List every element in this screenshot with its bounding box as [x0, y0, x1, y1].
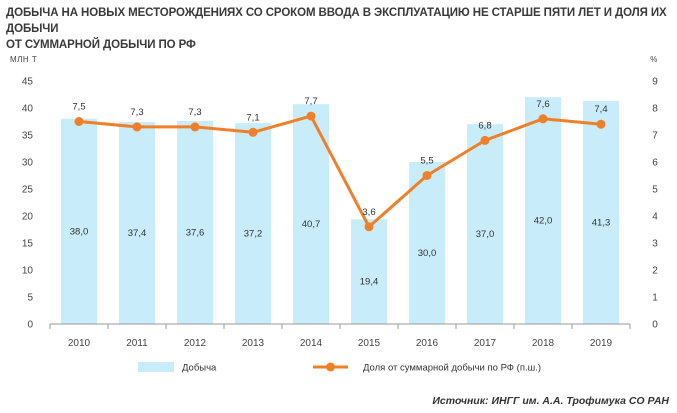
- right-axis-tick-label: 7: [652, 131, 658, 142]
- x-axis-tick-label: 2015: [358, 338, 381, 349]
- chart-title-line-1: ДОБЫЧА НА НОВЫХ МЕСТОРОЖДЕНИЯХ СО СРОКОМ…: [6, 7, 667, 35]
- bar-value-label: 37,6: [186, 227, 205, 238]
- x-axis-tick-label: 2016: [416, 338, 439, 349]
- share-point-2017: [480, 135, 490, 145]
- legend-line-marker: [326, 362, 335, 372]
- bar-value-label: 40,7: [302, 219, 321, 230]
- bar-value-label: 37,2: [244, 229, 263, 240]
- bar-2012: [177, 120, 213, 325]
- share-point-2015: [364, 222, 374, 232]
- x-axis-tick-label: 2018: [532, 338, 555, 349]
- share-value-label: 7,7: [304, 96, 317, 107]
- bar-value-label: 38,0: [70, 226, 89, 237]
- left-axis-tick-label: 15: [22, 239, 34, 250]
- bar-value-label: 41,3: [592, 217, 611, 228]
- bar-2013: [235, 123, 271, 325]
- share-value-label: 7,1: [246, 112, 259, 123]
- left-axis-tick-label: 0: [27, 320, 33, 331]
- left-axis-tick-label: 40: [22, 104, 34, 115]
- share-value-label: 7,6: [536, 99, 549, 110]
- bar-value-label: 37,4: [128, 228, 147, 239]
- left-axis-tick-label: 30: [22, 158, 34, 169]
- bar-2017: [467, 124, 503, 324]
- right-axis-tick-label: 4: [652, 212, 658, 223]
- right-axis-tick-label: 8: [652, 104, 658, 115]
- chart-title-line-2: ОТ СУММАРНОЙ ДОБЫЧИ ПО РФ: [6, 39, 196, 51]
- share-value-label: 6,8: [478, 120, 491, 131]
- bar-value-label: 19,4: [360, 277, 379, 288]
- legend-bar-swatch: [138, 362, 174, 372]
- share-point-2012: [190, 122, 200, 132]
- share-line: [78, 114, 602, 229]
- right-axis-tick-label: 9: [652, 77, 658, 88]
- legend-bar-label: Добыча: [182, 363, 217, 374]
- share-value-label: 7,3: [188, 107, 201, 118]
- chart-title: ДОБЫЧА НА НОВЫХ МЕСТОРОЖДЕНИЯХ СО СРОКОМ…: [6, 5, 677, 53]
- right-axis-tick-label: 0: [652, 320, 658, 331]
- bar-value-label: 42,0: [534, 216, 553, 227]
- x-axis-tick-label: 2014: [300, 338, 323, 349]
- bar-value-label: 37,0: [476, 229, 495, 240]
- right-axis-unit: %: [650, 55, 658, 64]
- share-value-label: 5,5: [420, 156, 433, 167]
- share-point-2016: [422, 171, 432, 180]
- bar-2018: [525, 97, 561, 324]
- share-point-2010: [74, 117, 84, 126]
- x-axis-tick-label: 2013: [242, 338, 265, 349]
- source-note: Источник: ИНГГ им. А.А. Трофимука СО РАН: [432, 395, 669, 407]
- bar-2019: [583, 100, 619, 324]
- left-axis-tick-label: 20: [22, 212, 34, 223]
- right-axis-tick-label: 5: [652, 185, 658, 196]
- share-value-label: 7,3: [130, 107, 143, 118]
- share-point-2018: [538, 114, 548, 124]
- right-axis-tick-label: 3: [652, 239, 658, 250]
- share-value-label: 7,5: [72, 102, 85, 113]
- bar-2016: [409, 162, 445, 324]
- left-axis-tick-label: 25: [22, 185, 34, 196]
- left-axis-tick-label: 5: [27, 293, 33, 304]
- share-point-2019: [596, 119, 606, 129]
- left-axis-tick-label: 45: [22, 77, 34, 88]
- share-point-2013: [248, 127, 258, 137]
- left-axis-unit: МЛН Т: [10, 55, 37, 64]
- left-axis-tick-label: 10: [22, 266, 34, 277]
- x-axis-tick-label: 2011: [126, 338, 148, 349]
- x-axis-tick-label: 2019: [590, 338, 613, 349]
- right-axis-tick-label: 2: [652, 266, 658, 277]
- x-axis-tick-label: 2017: [474, 338, 497, 349]
- share-value-label: 3,6: [362, 207, 375, 218]
- bar-2011: [119, 122, 155, 324]
- left-axis-tick-label: 35: [22, 131, 34, 142]
- share-point-2011: [132, 122, 142, 132]
- legend-line-label: Доля от суммарной добычи по РФ (п.ш.): [363, 363, 541, 374]
- x-axis-tick-label: 2010: [68, 338, 91, 349]
- right-axis-tick-label: 6: [652, 158, 658, 169]
- bar-value-label: 30,0: [418, 248, 437, 259]
- bar-2010: [61, 118, 97, 324]
- share-point-2014: [306, 111, 316, 121]
- bar-2015: [351, 219, 387, 324]
- x-axis-tick-label: 2012: [184, 338, 207, 349]
- share-value-label: 7,4: [594, 104, 607, 115]
- right-axis-tick-label: 1: [652, 293, 658, 304]
